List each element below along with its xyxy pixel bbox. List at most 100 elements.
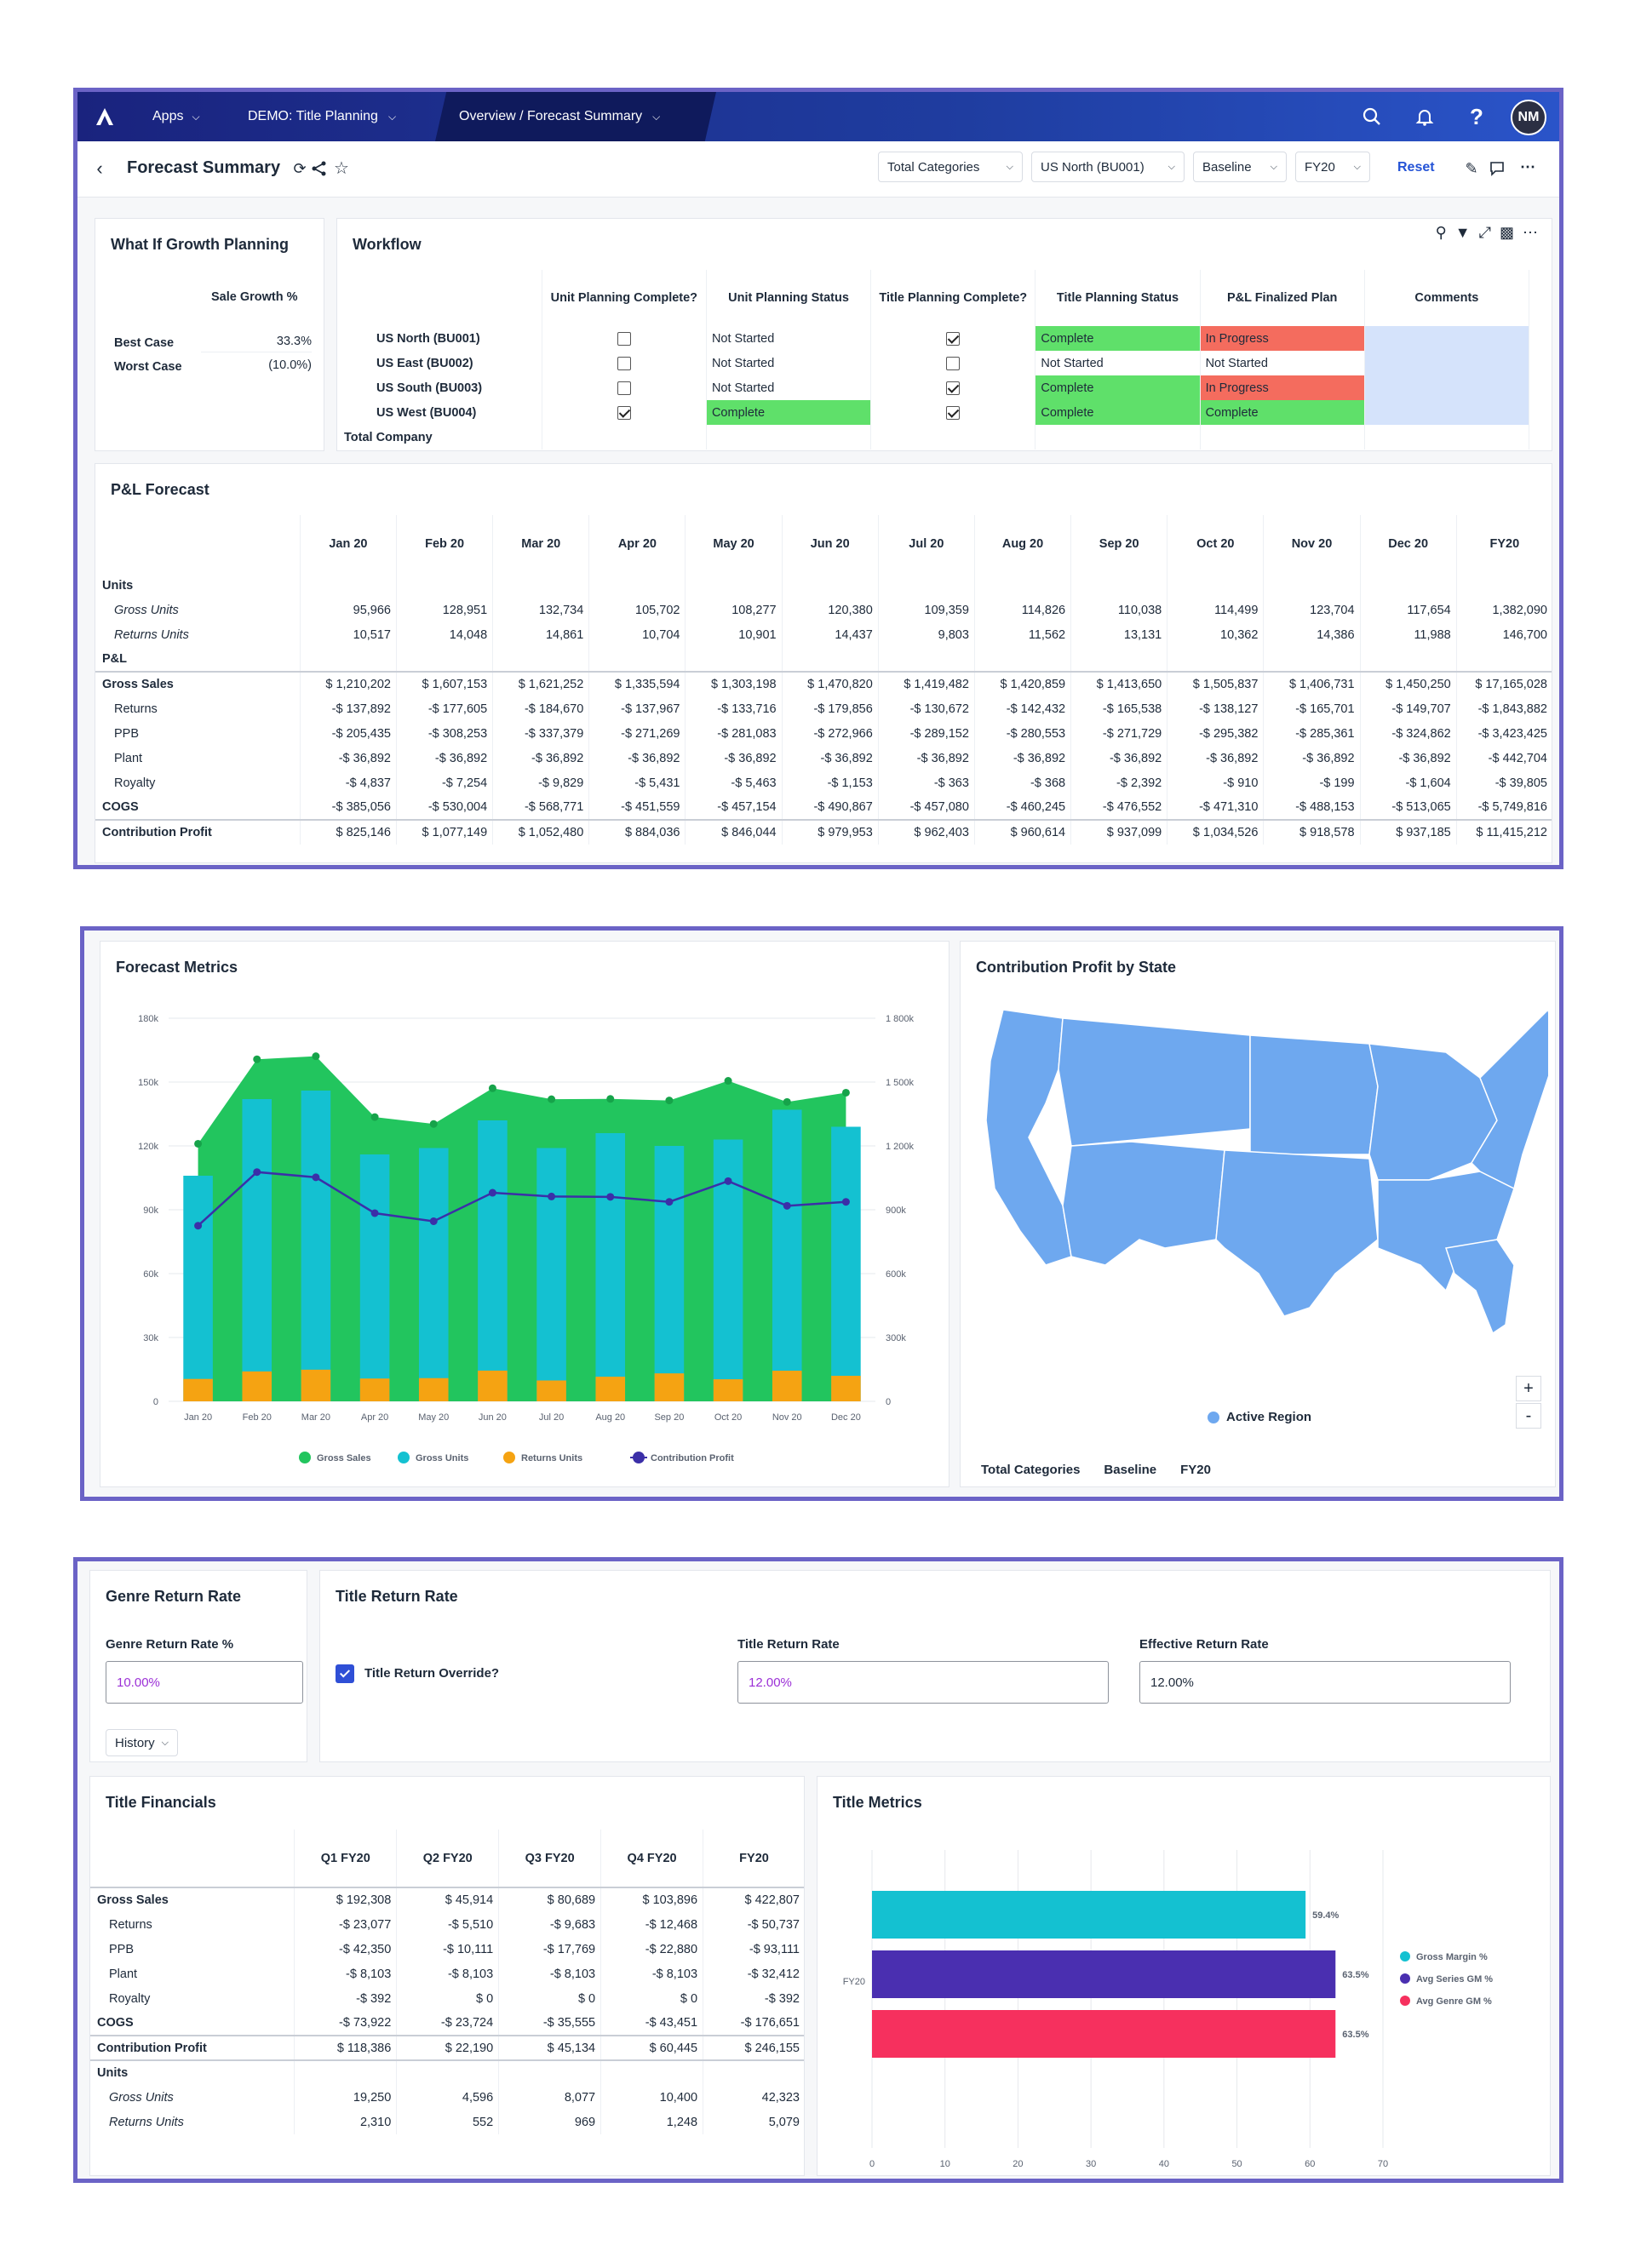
table-cell[interactable]: 14,437: [782, 622, 879, 647]
table-cell[interactable]: -$ 910: [1167, 770, 1265, 795]
returns-units-bar[interactable]: [359, 1378, 390, 1401]
returns-units-bar[interactable]: [595, 1377, 626, 1401]
search-icon[interactable]: ⚲: [1435, 224, 1447, 241]
table-cell[interactable]: -$ 17,769: [498, 1937, 602, 1962]
table-cell[interactable]: -$ 5,749,816: [1456, 795, 1552, 820]
table-cell[interactable]: $ 246,155: [703, 2035, 804, 2060]
table-cell[interactable]: -$ 165,538: [1070, 696, 1168, 721]
state-region-florida[interactable]: [1445, 1239, 1515, 1335]
table-cell[interactable]: 14,861: [492, 622, 590, 647]
gross-sales-point[interactable]: [548, 1095, 556, 1103]
title-complete-cell[interactable]: [870, 326, 1036, 351]
state-region-west[interactable]: [985, 1009, 1072, 1266]
returns-units-bar[interactable]: [478, 1370, 508, 1401]
gross-sales-point[interactable]: [370, 1113, 379, 1121]
table-cell[interactable]: 128,951: [396, 598, 494, 622]
gross-units-bar[interactable]: [183, 1176, 213, 1401]
table-cell[interactable]: -$ 280,553: [974, 721, 1072, 746]
table-cell[interactable]: 1,248: [600, 2110, 704, 2134]
checkbox[interactable]: [617, 381, 631, 395]
gross-units-bar[interactable]: [418, 1148, 449, 1402]
contribution-profit-point[interactable]: [370, 1209, 379, 1217]
table-cell[interactable]: [878, 647, 975, 672]
state-region-northeast[interactable]: [1471, 1008, 1548, 1190]
table-cell[interactable]: 10,901: [685, 622, 783, 647]
contribution-profit-point[interactable]: [724, 1177, 732, 1185]
table-cell[interactable]: -$ 177,605: [396, 696, 494, 721]
search-icon[interactable]: [1359, 104, 1385, 129]
more-icon[interactable]: ⋯: [1523, 224, 1538, 241]
checkbox[interactable]: [617, 356, 631, 370]
table-cell[interactable]: -$ 73,922: [294, 2011, 398, 2036]
table-cell[interactable]: -$ 392: [294, 1986, 398, 2011]
table-cell[interactable]: [1070, 647, 1168, 672]
state-region-plains[interactable]: [1249, 1034, 1379, 1155]
table-cell[interactable]: [498, 2059, 602, 2085]
table-cell[interactable]: [600, 2059, 704, 2085]
table-cell[interactable]: 95,966: [300, 598, 398, 622]
apps-menu[interactable]: Apps ⌵: [152, 92, 200, 141]
breadcrumb[interactable]: Overview / Forecast Summary ⌵: [459, 92, 660, 141]
gross-sales-point[interactable]: [253, 1055, 261, 1063]
table-cell[interactable]: -$ 36,892: [1167, 746, 1265, 770]
table-cell[interactable]: -$ 460,245: [974, 795, 1072, 820]
reset-button[interactable]: Reset: [1397, 160, 1435, 175]
state-region-southwest[interactable]: [1062, 1141, 1225, 1266]
table-cell[interactable]: -$ 4,837: [300, 770, 398, 795]
table-cell[interactable]: 123,704: [1263, 598, 1361, 622]
contribution-profit-point[interactable]: [665, 1198, 674, 1206]
table-cell[interactable]: [1070, 573, 1168, 598]
avatar[interactable]: NM: [1511, 100, 1546, 135]
table-cell[interactable]: $ 1,450,250: [1360, 671, 1457, 696]
table-cell[interactable]: 105,702: [588, 598, 686, 622]
returns-units-bar[interactable]: [536, 1380, 566, 1401]
returns-units-bar[interactable]: [713, 1379, 743, 1401]
table-cell[interactable]: -$ 5,463: [685, 770, 783, 795]
metric-bar[interactable]: [872, 1891, 1306, 1939]
table-cell[interactable]: $ 60,445: [600, 2035, 704, 2060]
metric-bar[interactable]: [872, 2010, 1336, 2058]
table-cell[interactable]: $ 0: [498, 1986, 602, 2011]
table-cell[interactable]: 11,562: [974, 622, 1072, 647]
state-region-mountain[interactable]: [1058, 1017, 1251, 1147]
table-cell[interactable]: -$ 363: [878, 770, 975, 795]
table-cell[interactable]: $ 884,036: [588, 819, 686, 845]
table-cell[interactable]: -$ 5,431: [588, 770, 686, 795]
override-checkbox[interactable]: [336, 1664, 354, 1683]
contribution-profit-point[interactable]: [312, 1173, 320, 1182]
checkbox[interactable]: [946, 356, 961, 370]
gross-units-bar[interactable]: [831, 1126, 861, 1402]
table-cell[interactable]: -$ 36,892: [1263, 746, 1361, 770]
comments-cell[interactable]: [1364, 351, 1530, 375]
table-cell[interactable]: $ 22,190: [396, 2035, 500, 2060]
table-cell[interactable]: $ 1,420,859: [974, 671, 1072, 696]
table-cell[interactable]: $ 11,415,212: [1456, 819, 1552, 845]
unit-complete-cell[interactable]: [542, 375, 707, 400]
table-cell[interactable]: -$ 23,077: [294, 1912, 398, 1937]
table-cell[interactable]: -$ 8,103: [396, 1962, 500, 1986]
table-cell[interactable]: -$ 8,103: [600, 1962, 704, 1986]
table-cell[interactable]: [685, 573, 783, 598]
table-cell[interactable]: -$ 36,892: [782, 746, 879, 770]
table-cell[interactable]: -$ 137,892: [300, 696, 398, 721]
table-cell[interactable]: -$ 9,829: [492, 770, 590, 795]
table-cell[interactable]: 10,400: [600, 2085, 704, 2110]
table-cell[interactable]: $ 962,403: [878, 819, 975, 845]
table-cell[interactable]: [396, 647, 494, 672]
table-cell[interactable]: 19,250: [294, 2085, 398, 2110]
filter-icon[interactable]: ▼: [1454, 224, 1471, 241]
gross-units-bar[interactable]: [595, 1133, 626, 1401]
table-cell[interactable]: -$ 22,880: [600, 1937, 704, 1962]
table-cell[interactable]: $ 1,077,149: [396, 819, 494, 845]
table-cell[interactable]: -$ 2,392: [1070, 770, 1168, 795]
back-chevron-icon[interactable]: ‹: [96, 158, 103, 179]
checkbox[interactable]: [946, 331, 961, 346]
expand-icon[interactable]: ⤢: [1478, 224, 1491, 241]
table-cell[interactable]: 2,310: [294, 2110, 398, 2134]
table-cell[interactable]: $ 1,505,837: [1167, 671, 1265, 696]
table-cell[interactable]: [974, 573, 1072, 598]
returns-units-bar[interactable]: [242, 1371, 272, 1401]
checkbox[interactable]: [946, 381, 961, 395]
table-cell[interactable]: $ 192,308: [294, 1887, 398, 1912]
history-dropdown[interactable]: History ⌵: [106, 1729, 179, 1756]
